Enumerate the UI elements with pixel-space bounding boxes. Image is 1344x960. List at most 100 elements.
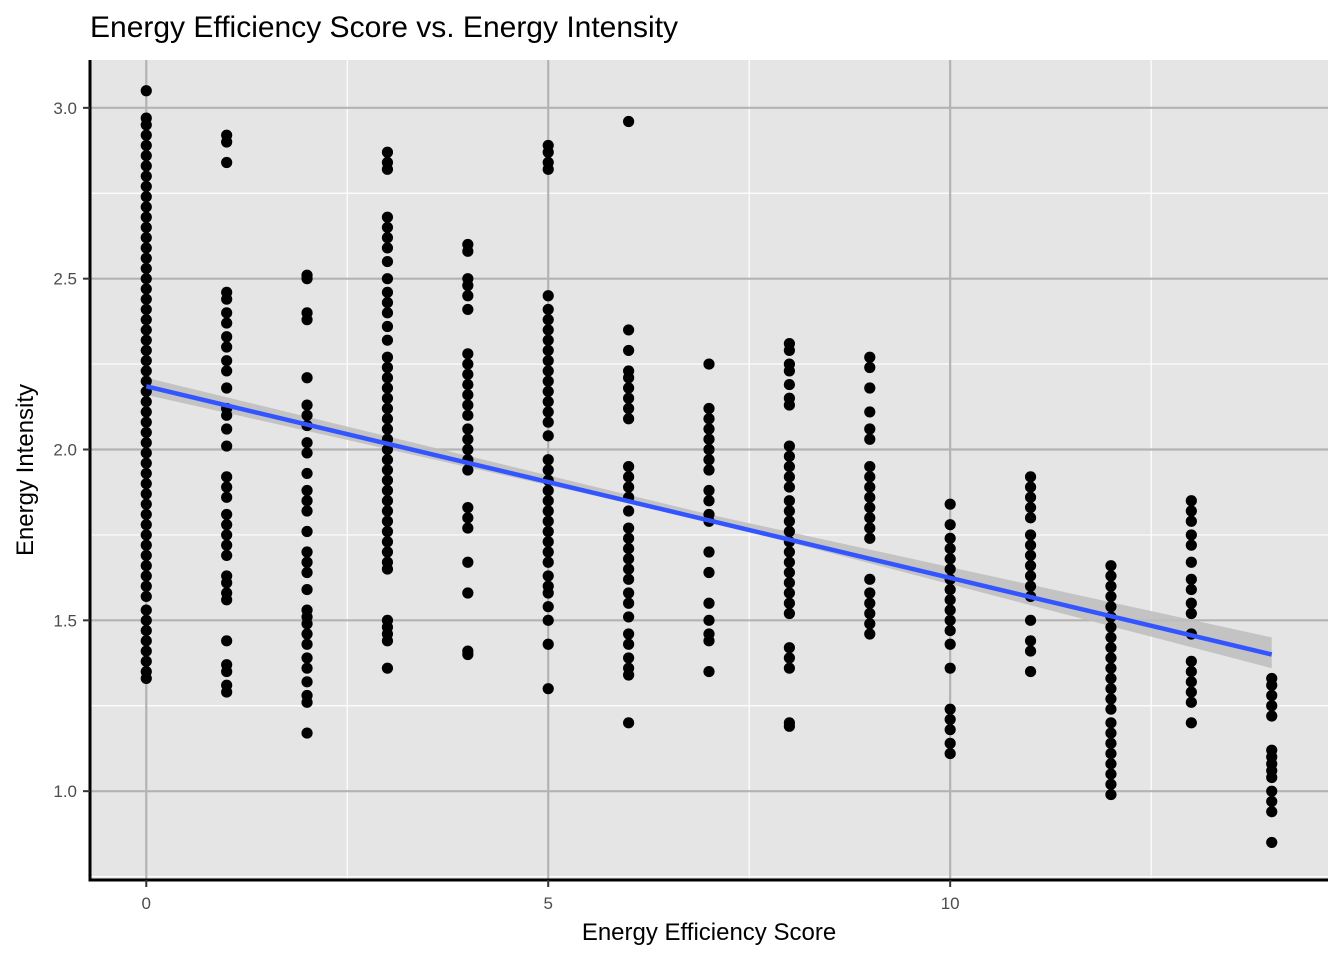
data-point [221, 382, 233, 394]
data-point [1185, 607, 1197, 620]
data-point [1105, 621, 1117, 633]
data-point [542, 303, 554, 316]
data-point [864, 501, 876, 514]
data-point [623, 652, 635, 664]
data-point [542, 601, 554, 613]
data-point [783, 525, 795, 538]
data-point [542, 416, 554, 428]
data-point [703, 402, 715, 415]
data-point [703, 464, 715, 476]
data-point [944, 724, 956, 736]
data-point [703, 635, 715, 647]
data-point [1024, 580, 1037, 592]
data-point [381, 307, 394, 319]
data-point [381, 413, 394, 425]
data-point [1185, 505, 1197, 517]
data-point [462, 522, 474, 534]
data-point [703, 597, 715, 609]
data-point [381, 505, 394, 517]
x-tick-label: 10 [941, 894, 960, 913]
data-point [1185, 696, 1197, 708]
data-point [944, 532, 956, 544]
data-point [381, 351, 394, 363]
data-point [864, 532, 876, 544]
data-point [703, 413, 715, 425]
data-point [1105, 727, 1117, 739]
data-point [783, 471, 795, 483]
data-point [140, 85, 152, 97]
data-point [623, 344, 635, 357]
data-point [462, 368, 474, 380]
data-point [1024, 539, 1037, 551]
data-point [1185, 573, 1197, 585]
data-point [1024, 471, 1037, 483]
data-point [944, 614, 956, 626]
data-point [864, 460, 876, 473]
data-point [462, 433, 474, 445]
data-point [1266, 785, 1278, 797]
data-point [221, 156, 233, 169]
data-point [944, 498, 956, 510]
data-point [864, 628, 876, 640]
data-point [140, 426, 152, 439]
data-point [703, 484, 715, 497]
data-point [221, 529, 233, 541]
data-point [381, 464, 394, 476]
data-point [221, 440, 233, 452]
data-point [462, 378, 474, 391]
data-point [140, 191, 152, 203]
data-point [301, 447, 313, 459]
data-point [381, 402, 394, 415]
data-point [221, 423, 233, 435]
data-point [783, 344, 795, 357]
data-point [221, 594, 233, 606]
data-point [944, 713, 956, 726]
data-point [1024, 481, 1037, 493]
data-point [1266, 836, 1278, 849]
data-point [381, 221, 394, 234]
data-point [1105, 737, 1117, 749]
data-point [944, 563, 956, 575]
data-point [381, 296, 394, 309]
data-point [140, 529, 152, 541]
data-point [301, 727, 313, 739]
data-point [1185, 665, 1197, 678]
data-point [623, 471, 635, 483]
data-point [381, 546, 394, 558]
data-point [140, 614, 152, 626]
data-point [140, 232, 152, 244]
data-point [301, 372, 313, 384]
data-point [783, 505, 795, 517]
data-point [623, 505, 635, 517]
data-point [221, 307, 233, 319]
y-tick-label: 2.5 [53, 270, 77, 289]
data-point [221, 539, 233, 551]
data-point [301, 505, 313, 517]
data-point [703, 454, 715, 466]
data-point [623, 587, 635, 599]
data-point [944, 553, 956, 565]
data-point [140, 324, 152, 336]
data-point [140, 150, 152, 162]
data-point [864, 471, 876, 483]
data-point [221, 331, 233, 343]
data-point [542, 587, 554, 599]
data-point [623, 413, 635, 425]
data-point [140, 334, 152, 346]
data-point [381, 232, 394, 244]
data-point [542, 396, 554, 408]
data-point [140, 437, 152, 449]
data-point [542, 683, 554, 695]
data-point [623, 382, 635, 394]
data-point [703, 423, 715, 435]
data-point [703, 665, 715, 678]
data-point [623, 573, 635, 585]
confidence-band-layer [146, 377, 1272, 669]
data-point [221, 549, 233, 562]
data-point [542, 344, 554, 357]
data-point [1266, 700, 1278, 712]
data-point [864, 618, 876, 630]
data-point [140, 262, 152, 275]
data-point [462, 587, 474, 599]
